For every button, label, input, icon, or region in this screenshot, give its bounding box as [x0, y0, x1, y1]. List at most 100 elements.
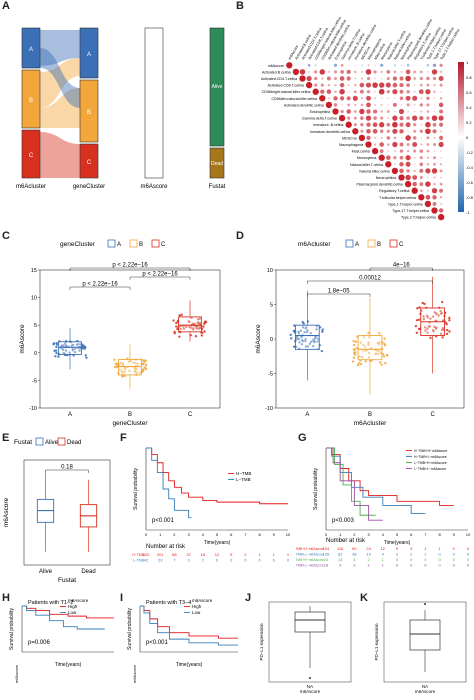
corr-cell [426, 83, 430, 87]
panel-label: J [245, 592, 252, 604]
panel-g: G Survival probability Time(years) 0 1 2 3 4 5 6… [291, 430, 474, 590]
corr-cell [373, 109, 378, 114]
data-point [182, 327, 186, 330]
colorbar-tick: 0.4 [466, 105, 472, 110]
corr-cell [418, 89, 424, 95]
data-point [54, 349, 58, 352]
risk-value: 0 [438, 563, 441, 568]
data-point [55, 351, 58, 355]
corr-cell [426, 189, 429, 192]
corr-cell [386, 155, 391, 160]
risk-value: 9 [396, 546, 399, 551]
corr-cell [419, 103, 423, 107]
data-point [416, 307, 419, 310]
corr-cell [307, 63, 311, 67]
sankey-flow [40, 30, 80, 66]
corr-cell [438, 76, 444, 81]
data-point [64, 342, 67, 345]
colorbar-tick: -1 [466, 210, 470, 215]
sankey-node [21, 129, 41, 179]
data-point [52, 343, 55, 346]
corr-cell [365, 82, 372, 88]
sankey-node [79, 143, 99, 179]
corr-cell [339, 76, 345, 81]
corr-cell [427, 176, 429, 179]
data-point [424, 329, 427, 332]
corr-cell [426, 96, 430, 101]
data-point [437, 314, 440, 317]
corr-row-label: Macrophagena [339, 143, 363, 147]
data-point [295, 335, 299, 338]
corr-cell [433, 136, 436, 139]
data-point [377, 349, 381, 353]
corr-cell [372, 82, 378, 88]
corr-cell [426, 156, 430, 159]
data-point [315, 325, 319, 328]
risk-value: 0 [438, 552, 441, 557]
x-tick-label: A [305, 412, 309, 418]
corr-cell [354, 103, 357, 107]
data-point [64, 349, 68, 352]
corr-cell [347, 64, 350, 67]
data-point [180, 313, 183, 316]
km-plot-t34: Survival probability Time(years) p<0.001 Pa… [127, 598, 238, 683]
corr-cell [299, 75, 306, 82]
survival-curve [146, 447, 192, 519]
boxplot-m6acluster: A B C 10 5 0 -5 -10 m6Ascore m6Acluster 4e−16 0.000… [255, 239, 465, 427]
corr-cell [327, 97, 330, 100]
corr-cell [386, 110, 390, 113]
significance-bracket [307, 280, 433, 284]
corr-cell [413, 169, 416, 173]
corr-cell [359, 89, 364, 94]
corr-cell [432, 142, 437, 147]
y-axis-label: PD−L1 expression [374, 623, 379, 660]
corr-cell [338, 114, 346, 122]
risk-value: 0 [438, 557, 441, 562]
legend-label: L−TMB+H−m6Ascore [414, 461, 447, 465]
sankey-node-label: B [87, 110, 91, 116]
risk-value: 12 [381, 546, 386, 551]
corr-cell [425, 168, 431, 174]
corr-cell [354, 70, 357, 74]
data-point [57, 355, 60, 358]
corr-cell [327, 70, 330, 73]
corr-cell [433, 90, 436, 93]
corr-cell [346, 96, 351, 101]
risk-value: 1 [438, 546, 441, 551]
corr-row-label: Activated.CD8.T.cellna [268, 84, 304, 88]
corr-cell [439, 135, 444, 140]
significance-bracket [369, 267, 433, 271]
legend-label: H−TMB+H−m6Ascore [414, 449, 447, 453]
corr-cell [360, 77, 364, 80]
corr-col-label: m6Ascore [288, 44, 300, 60]
corr-cell [432, 63, 437, 68]
risk-value: 2 [244, 552, 247, 557]
data-point [426, 327, 429, 330]
corr-row-label: Activated.CD4.T.cellna [261, 77, 297, 81]
corr-cell [341, 104, 343, 106]
corr-cell [431, 168, 438, 174]
corr-cell [387, 64, 390, 67]
significance-bracket [69, 267, 191, 271]
legend-label: High [68, 604, 78, 609]
legend-label: m6Ascore [192, 598, 213, 603]
corr-cell [319, 95, 326, 102]
data-point [314, 337, 317, 340]
corr-cell [340, 109, 344, 114]
data-point [200, 334, 203, 337]
legend-label: m6Ascore [68, 598, 89, 603]
sankey-node [79, 79, 99, 143]
data-point [444, 321, 448, 325]
corr-cell [366, 76, 371, 81]
x-tick-label: 10 [286, 532, 291, 537]
corr-cell [399, 96, 404, 101]
data-point [356, 363, 360, 367]
corr-cell [426, 143, 430, 146]
data-point [293, 324, 296, 327]
corr-cell [426, 110, 430, 113]
panel-label: F [120, 432, 127, 444]
corr-cell [380, 63, 384, 67]
data-point [362, 349, 365, 352]
y-axis-label: m6Ascore [19, 324, 26, 354]
corr-cell [398, 108, 405, 115]
